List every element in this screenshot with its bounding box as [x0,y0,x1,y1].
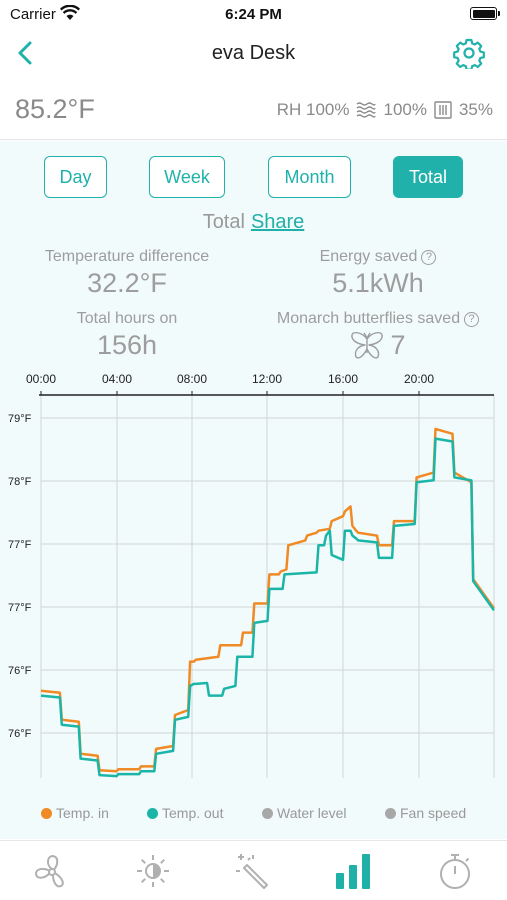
hours-stat: Total hours on 156h [7,310,247,361]
carrier-label: Carrier [10,6,56,23]
legend-label: Temp. in [56,805,109,821]
butterflies-label: Monarch butterflies saved [276,310,461,327]
humidity-reading: RH 100% [276,100,350,119]
energy-help-icon[interactable]: ? [421,249,437,265]
butterflies-value: 7 [390,330,406,360]
timer-icon[interactable] [435,851,475,891]
x-tick-label: 20:00 [404,372,434,386]
water-level-reading: 100% [383,100,427,119]
y-tick-label: 77°F [8,602,32,614]
y-tick-label: 77°F [8,539,32,551]
wifi-icon [60,5,80,20]
hours-label: Total hours on [76,310,178,327]
bottom-tab-bar [0,840,507,900]
x-tick-label: 16:00 [328,372,358,386]
temp-diff-label: Temperature difference [44,248,210,265]
y-tick-label: 76°F [8,665,32,677]
fan-speed-icon [434,101,452,119]
legend-fan-speed[interactable]: Fan speed [385,805,466,821]
energy-label: Energy saved [319,248,418,265]
temperature-chart: 00:00 04:00 08:00 12:00 16:00 20:00 79°F 78°F 77… [0,363,507,783]
x-tick-label: 08:00 [177,372,207,386]
water-level-icon [357,102,377,118]
fan-icon[interactable] [32,851,72,891]
fan-speed-reading: 35% [458,100,493,119]
butterfly-icon [351,331,384,359]
y-tick-label: 79°F [8,413,32,425]
legend-dot [385,807,396,819]
back-icon[interactable] [12,38,40,68]
summary-title: Total [202,211,245,233]
period-tabs: Day Week Month Total [0,156,507,200]
current-temperature: 85.2°F [15,94,95,124]
x-tick-label: 00:00 [26,372,56,386]
energy-value: 5.1kWh [332,268,424,298]
battery-icon [470,7,500,20]
stats-panel: Day Week Month Total Total Share Temperat… [0,141,507,839]
status-time: 6:24 PM [225,6,282,23]
legend-label: Temp. out [162,805,224,821]
summary-header: Total Share [0,211,507,234]
hours-value: 156h [96,330,158,360]
stats-icon[interactable] [334,851,374,891]
legend-label: Water level [277,805,347,821]
legend-dot [41,807,52,819]
nav-bar: eva Desk [0,30,507,78]
chart-svg: 00:00 04:00 08:00 12:00 16:00 20:00 79°F 78°F 77… [8,372,496,778]
legend-temp-in[interactable]: Temp. in [41,805,109,821]
butterflies-stat: Monarch butterflies saved? 7 [258,310,498,361]
temp-diff-stat: Temperature difference 32.2°F [7,248,247,299]
status-bar: Carrier 6:24 PM [0,0,507,30]
brightness-icon[interactable] [133,851,173,891]
tab-total[interactable]: Total [393,156,463,198]
temp-diff-value: 32.2°F [87,268,167,298]
y-tick-label: 76°F [8,728,32,740]
x-tick-label: 12:00 [252,372,282,386]
share-link[interactable]: Share [250,211,305,233]
device-readings: 85.2°F RH 100% 100% 35% [0,80,507,140]
tab-month[interactable]: Month [268,156,351,198]
settings-gear-icon[interactable] [453,37,485,69]
legend-water-level[interactable]: Water level [262,805,347,821]
tab-week[interactable]: Week [149,156,225,198]
energy-stat: Energy saved? 5.1kWh [258,248,498,299]
tab-day[interactable]: Day [44,156,107,198]
magic-wand-icon[interactable] [233,851,273,891]
legend-temp-out[interactable]: Temp. out [147,805,223,821]
x-tick-label: 04:00 [102,372,132,386]
series-temp-out-line [40,437,496,778]
y-tick-label: 78°F [8,476,32,488]
chart-legend: Temp. in Temp. out Water level Fan speed [0,805,507,829]
butterflies-help-icon[interactable]: ? [464,311,480,327]
legend-dot [147,807,158,819]
page-title: eva Desk [211,42,296,64]
legend-label: Fan speed [400,805,467,821]
legend-dot [262,807,273,819]
